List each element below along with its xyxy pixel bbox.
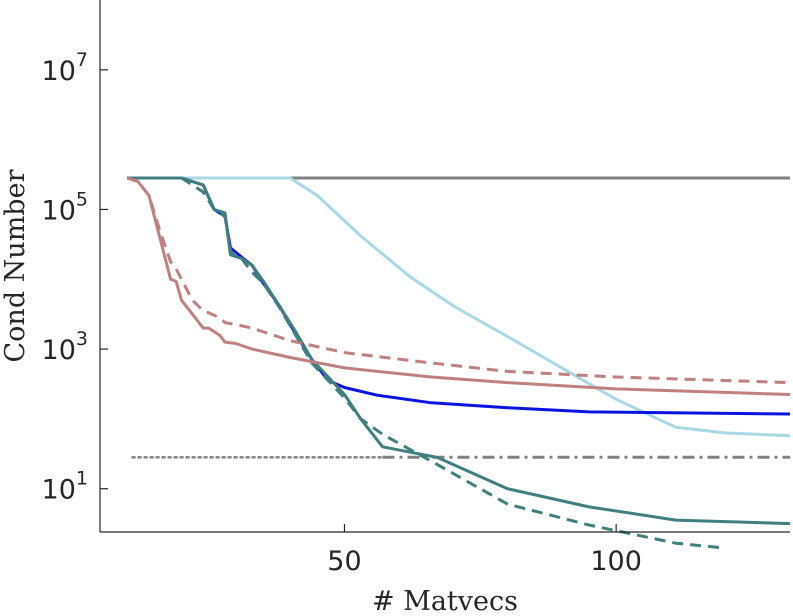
series-line-teal-solid bbox=[127, 176, 791, 526]
series-layer bbox=[126, 176, 791, 550]
series-line-teal-dashed bbox=[127, 176, 725, 550]
y-tick-label: 107 bbox=[42, 49, 88, 87]
series-line-rose-dashed bbox=[126, 176, 791, 385]
y-tick-label: 103 bbox=[42, 328, 88, 366]
axes-layer bbox=[99, 0, 790, 533]
y-tick-label-exponent: 1 bbox=[76, 468, 88, 490]
y-tick-label-exponent: 3 bbox=[76, 328, 88, 350]
y-tick-label: 105 bbox=[42, 188, 88, 226]
x-tick-label: 50 bbox=[327, 546, 361, 577]
y-tick-label-base: 10 bbox=[42, 335, 76, 366]
x-tick-label: 100 bbox=[590, 546, 642, 577]
y-axis-title: Cond Number bbox=[0, 169, 31, 362]
y-tick-label-exponent: 7 bbox=[76, 49, 88, 71]
y-tick-label-base: 10 bbox=[42, 195, 76, 226]
series-line-rose-solid bbox=[126, 176, 791, 396]
x-axis-title: # Matvecs bbox=[372, 586, 518, 616]
plot-background bbox=[100, 0, 790, 532]
y-tick-label-exponent: 5 bbox=[76, 188, 88, 210]
y-tick-label-base: 10 bbox=[42, 475, 76, 506]
series-line-light-blue bbox=[127, 176, 791, 438]
y-tick-label: 101 bbox=[42, 468, 88, 506]
y-tick-label-base: 10 bbox=[42, 56, 76, 87]
